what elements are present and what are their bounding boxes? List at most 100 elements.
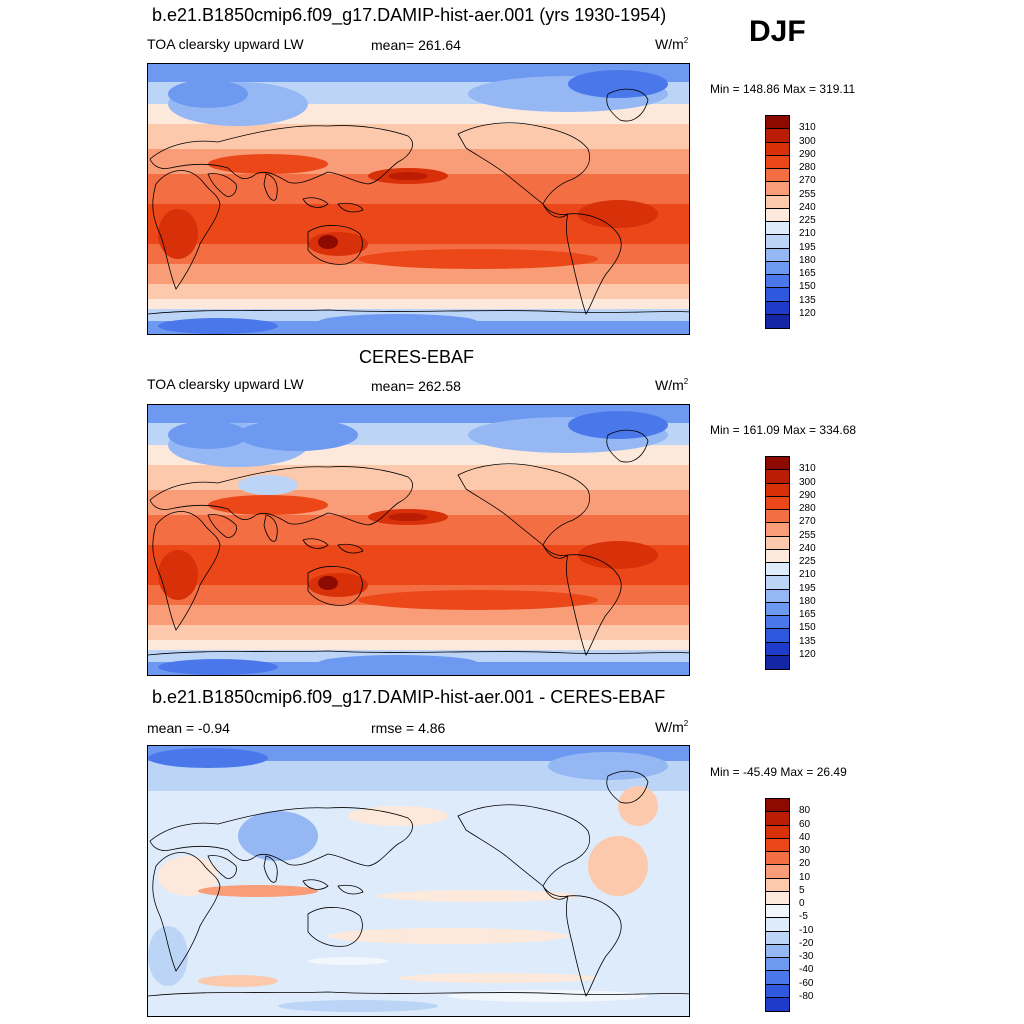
colorbar-swatch xyxy=(766,971,789,985)
colorbar-swatch xyxy=(766,182,789,196)
field-patch xyxy=(358,590,598,610)
field-patch xyxy=(348,806,448,826)
coastline xyxy=(302,879,329,890)
field-patch xyxy=(618,786,658,826)
field-patch xyxy=(278,1000,438,1012)
coastline xyxy=(152,511,221,631)
colorbar-swatch xyxy=(766,984,789,998)
coastline xyxy=(207,855,237,879)
colorbar-tick-label: 120 xyxy=(799,307,816,319)
colorbar-tick-label: 60 xyxy=(799,818,811,830)
rmse-label: rmse = 4.86 xyxy=(371,720,446,736)
field-patch xyxy=(398,973,598,983)
field-patch xyxy=(388,172,428,180)
colorbar-tick-label: -80 xyxy=(799,990,814,1002)
colorbar-swatch xyxy=(766,799,789,813)
field-patch xyxy=(208,154,328,174)
colorbar-swatch xyxy=(766,169,789,183)
coastline xyxy=(337,543,364,554)
colorbar-tick-label: 120 xyxy=(799,648,816,660)
variable-label: TOA clearsky upward LW xyxy=(147,376,304,392)
colorbar-tick-label: -20 xyxy=(799,937,814,949)
colorbar-tick-label: 270 xyxy=(799,516,816,528)
colorbar-swatch xyxy=(766,958,789,972)
colorbar xyxy=(765,456,790,670)
colorbar-tick-label: 225 xyxy=(799,556,816,567)
colorbar-swatch xyxy=(766,195,789,209)
field-band xyxy=(148,605,689,625)
colorbar-tick-label: 80 xyxy=(799,805,811,817)
colorbar-swatch xyxy=(766,301,789,315)
colorbar-swatch xyxy=(766,275,789,289)
colorbar-swatch xyxy=(766,931,789,945)
colorbar-tick-label: 270 xyxy=(799,175,816,187)
panel-title: b.e21.B1850cmip6.f09_g17.DAMIP-hist-aer.… xyxy=(152,687,666,707)
field-patch xyxy=(578,541,658,569)
colorbar-swatch xyxy=(766,878,789,892)
field-patch xyxy=(568,411,668,439)
field-band xyxy=(148,465,689,490)
coastline xyxy=(152,170,221,290)
field-patch xyxy=(578,200,658,228)
field-patch xyxy=(588,836,648,896)
colorbar-tick-label: 135 xyxy=(799,635,816,647)
colorbar-tick-label: 280 xyxy=(799,503,816,514)
field-patch xyxy=(448,990,648,1002)
colorbar-tick-label: 300 xyxy=(799,135,816,147)
mean-label: mean= 261.64 xyxy=(371,37,461,53)
panel-title: b.e21.B1850cmip6.f09_g17.DAMIP-hist-aer.… xyxy=(152,5,667,25)
colorbar-swatch xyxy=(766,510,789,524)
colorbar-tick-label: -30 xyxy=(799,951,814,962)
difference-field xyxy=(148,746,689,1016)
variable-label: TOA clearsky upward LW xyxy=(147,36,304,52)
colorbar-tick-label: -60 xyxy=(799,977,814,989)
colorbar-tick-label: -10 xyxy=(799,924,814,936)
units-label: W/m2 xyxy=(655,719,689,735)
field-patch xyxy=(158,659,278,675)
colorbar-tick-label: 255 xyxy=(799,188,816,200)
field-patch xyxy=(158,856,218,896)
coastline xyxy=(152,852,221,972)
field-patch xyxy=(158,209,198,259)
field-patch xyxy=(168,80,248,108)
field-patch xyxy=(238,419,358,451)
colorbar-swatch xyxy=(766,997,789,1011)
colorbar-tick-label: 210 xyxy=(799,228,816,240)
coastline xyxy=(457,463,590,546)
colorbar-tick-label: 240 xyxy=(799,201,816,213)
field-band xyxy=(148,625,689,640)
colorbar-tick-label: 195 xyxy=(799,582,816,594)
field-patch xyxy=(318,235,338,249)
colorbar-swatch xyxy=(766,288,789,302)
colorbar-swatch xyxy=(766,314,789,328)
min-max-label: Min = 161.09 Max = 334.68 xyxy=(710,423,857,437)
colorbar-tick-label: 135 xyxy=(799,294,816,306)
colorbar-tick-label: 180 xyxy=(799,254,816,266)
colorbar-swatch xyxy=(766,589,789,603)
coastline xyxy=(148,991,689,997)
colorbar xyxy=(765,115,790,329)
coastline xyxy=(263,173,278,201)
colorbar-swatch xyxy=(766,129,789,143)
field-band xyxy=(148,124,689,149)
colorbar-swatch xyxy=(766,235,789,249)
coastline xyxy=(148,309,689,315)
colorbar-swatch xyxy=(766,629,789,643)
model-field xyxy=(148,64,689,334)
field-patch xyxy=(308,232,368,256)
field-patch xyxy=(168,421,248,449)
colorbar-swatch xyxy=(766,642,789,656)
field-patch xyxy=(238,475,298,495)
coastline xyxy=(207,514,237,538)
field-patch xyxy=(198,885,318,897)
coastline xyxy=(307,907,363,947)
field-patch xyxy=(328,928,568,944)
field-patch xyxy=(308,957,388,965)
coastline xyxy=(302,538,329,549)
colorbar-swatch xyxy=(766,536,789,550)
colorbar-swatch xyxy=(766,812,789,826)
colorbar-tick-label: 30 xyxy=(799,845,811,856)
units-label: W/m2 xyxy=(655,36,689,52)
obs-field xyxy=(148,405,689,675)
colorbar-swatch xyxy=(766,576,789,590)
